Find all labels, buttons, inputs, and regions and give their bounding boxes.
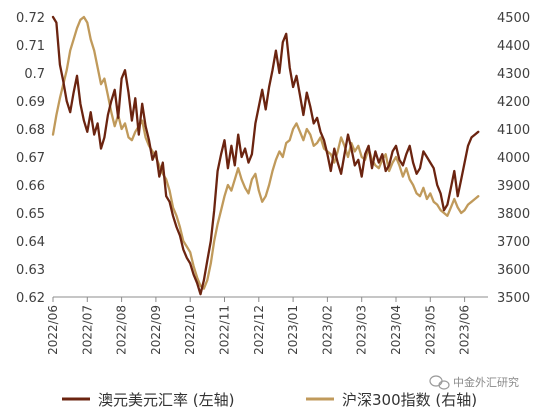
y-right-tick-label: 4200 [497, 95, 530, 110]
x-tick-label: 2022/08 [115, 305, 129, 355]
series-layer [51, 15, 480, 296]
series-line-csi300 [51, 15, 480, 290]
x-tick-label: 2022/10 [183, 305, 197, 355]
y-right-tick-label: 4400 [497, 39, 530, 54]
x-tick-label: 2023/02 [320, 305, 334, 355]
y-right-tick-label: 3600 [497, 263, 530, 278]
y-left-tick-label: 0.69 [16, 95, 45, 110]
x-tick-label: 2022/07 [80, 305, 94, 355]
y-left-tick-label: 0.67 [16, 151, 45, 166]
y-right-tick-label: 4000 [497, 151, 530, 166]
x-tick-label: 2022/06 [46, 305, 60, 355]
series-line-aud-usd [51, 15, 480, 296]
y-right-tick-label: 4300 [497, 67, 530, 82]
legend-label-aud: 澳元美元汇率 (左轴) [98, 391, 234, 409]
y-left-tick-label: 0.71 [16, 39, 45, 54]
y-left-tick-label: 0.62 [16, 291, 45, 306]
y-right-tick-label: 3900 [497, 179, 530, 194]
watermark-text: 中金外汇研究 [453, 375, 519, 389]
x-tick-label: 2023/05 [423, 305, 437, 355]
x-tick-label: 2022/09 [149, 305, 163, 355]
x-tick-label: 2023/06 [458, 305, 472, 355]
y-left-tick-label: 0.68 [16, 123, 45, 138]
x-tick-label: 2022/11 [218, 305, 232, 355]
y-left-tick-label: 0.64 [16, 235, 45, 250]
x-tick-label: 2022/12 [252, 305, 266, 355]
legend-label-csi300: 沪深300指数 (右轴) [342, 391, 477, 409]
y-right-tick-label: 3800 [497, 207, 530, 222]
legend: 澳元美元汇率 (左轴) 沪深300指数 (右轴) [62, 391, 477, 409]
y-left-tick-label: 0.63 [16, 263, 45, 278]
wechat-icon [429, 375, 450, 390]
y-left-tick-label: 0.72 [16, 11, 45, 26]
y-left-tick-label: 0.7 [24, 67, 45, 82]
y-left-tick-label: 0.65 [16, 207, 45, 222]
x-tick-label: 2023/01 [286, 305, 300, 355]
y-right-tick-label: 4500 [497, 11, 530, 26]
y-right-tick-label: 4100 [497, 123, 530, 138]
y-right-tick-label: 3700 [497, 235, 530, 250]
axes-layer: 0.62 0.63 0.64 0.65 0.66 0.67 0.68 0.69 0.7 0.71 0… [16, 11, 530, 355]
y-left-tick-label: 0.66 [16, 179, 45, 194]
x-tick-label: 2023/04 [389, 305, 403, 355]
x-tick-label: 2023/03 [355, 305, 369, 355]
watermark: 中金外汇研究 [429, 375, 519, 390]
y-right-tick-label: 3500 [497, 291, 530, 306]
